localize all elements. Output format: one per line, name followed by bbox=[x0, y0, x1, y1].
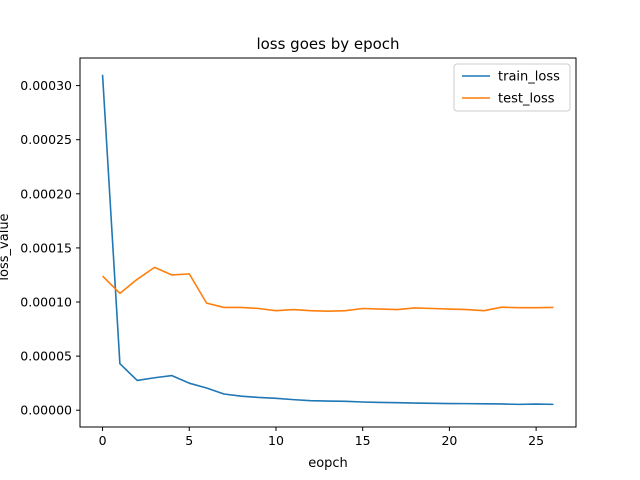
y-tick-label: 0.00025 bbox=[20, 132, 72, 147]
y-axis: 0.00000 0.00005 0.00010 0.00015 0.00020 0.000… bbox=[20, 78, 80, 418]
series-line-test-loss bbox=[101, 266, 554, 313]
chart-title: loss goes by epoch bbox=[256, 35, 399, 53]
y-tick-label: 0.00000 bbox=[20, 403, 72, 418]
y-tick-label: 0.00005 bbox=[20, 349, 72, 364]
x-tick-label: 20 bbox=[441, 433, 457, 448]
x-axis-label: eopch bbox=[308, 456, 348, 471]
x-tick-label: 25 bbox=[528, 433, 544, 448]
y-tick-label: 0.00010 bbox=[20, 295, 72, 310]
series-line-train-loss bbox=[101, 74, 554, 406]
x-tick-label: 10 bbox=[268, 433, 284, 448]
y-axis-label: loss_value bbox=[0, 213, 12, 280]
series-lines bbox=[101, 74, 554, 406]
x-tick-label: 5 bbox=[185, 433, 193, 448]
y-tick-label: 0.00015 bbox=[20, 240, 72, 255]
x-tick-label: 0 bbox=[99, 433, 107, 448]
x-axis: 0 5 10 15 20 25 bbox=[99, 427, 544, 448]
legend-label-test-loss: test_loss bbox=[498, 92, 555, 107]
plot-frame bbox=[79, 57, 577, 428]
y-tick-label: 0.00020 bbox=[20, 186, 72, 201]
y-tick-label: 0.00030 bbox=[20, 78, 72, 93]
legend: train_loss test_loss bbox=[453, 63, 571, 112]
legend-label-train-loss: train_loss bbox=[498, 70, 560, 85]
x-tick-label: 15 bbox=[355, 433, 371, 448]
